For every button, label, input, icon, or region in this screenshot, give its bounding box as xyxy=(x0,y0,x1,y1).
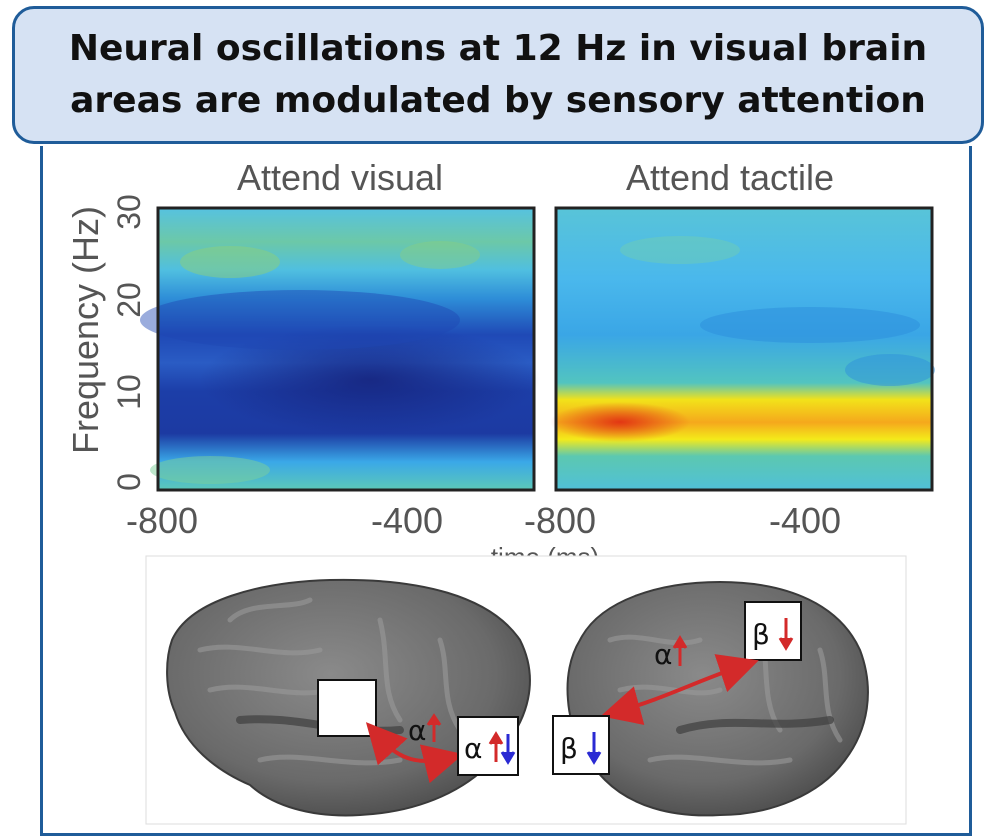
right-top-down-icon xyxy=(778,618,794,651)
left-brain-arrow xyxy=(365,722,464,784)
y-ticks: 0 10 20 30 xyxy=(111,194,147,491)
right-panel-title: Attend tactile xyxy=(626,157,834,198)
left-brain-alpha-up-icon xyxy=(426,713,442,742)
left-brain-blank-box xyxy=(317,679,377,737)
left-brain-box-alpha-label: α xyxy=(464,732,482,765)
title-line-2: areas are modulated by sensory attention xyxy=(70,80,926,121)
left-panel-title: Attend visual xyxy=(237,157,443,198)
y-tick-0: 0 xyxy=(111,473,147,491)
right-brain-beta-top-box xyxy=(744,601,802,661)
right-brain-alpha-label: α xyxy=(654,638,672,671)
right-x-tick-400: -400 xyxy=(769,500,841,541)
y-tick-20: 20 xyxy=(111,282,147,318)
y-tick-30: 30 xyxy=(111,194,147,230)
left-x-tick-400: -400 xyxy=(371,500,443,541)
right-brain-beta-bottom-box xyxy=(552,715,610,775)
left-box-up-icon xyxy=(488,731,504,762)
right-brain-beta-bottom-label: β xyxy=(560,732,578,765)
left-x-tick-800: -800 xyxy=(126,500,198,541)
left-box-down-icon xyxy=(500,734,516,765)
y-axis-label: Frequency (Hz) xyxy=(65,206,106,454)
right-x-tick-800: -800 xyxy=(524,500,596,541)
right-brain: β α β xyxy=(552,580,869,817)
heatmap-attend-tactile xyxy=(550,206,935,492)
left-brain-alpha-label: α xyxy=(408,714,426,747)
heatmap-attend-visual xyxy=(140,206,540,492)
title-text: Neural oscillations at 12 Hz in visual b… xyxy=(69,23,927,127)
x-ticks: -800 -400 -800 -400 xyxy=(126,500,841,541)
right-bottom-down-icon xyxy=(586,732,602,765)
right-brain-arrow xyxy=(600,654,759,725)
right-brain-beta-top-label: β xyxy=(752,618,770,651)
title-line-1: Neural oscillations at 12 Hz in visual b… xyxy=(68,28,928,69)
y-tick-10: 10 xyxy=(111,374,147,410)
left-brain: α α xyxy=(166,578,531,817)
content-frame xyxy=(40,146,972,836)
title-banner: Neural oscillations at 12 Hz in visual b… xyxy=(12,6,984,144)
